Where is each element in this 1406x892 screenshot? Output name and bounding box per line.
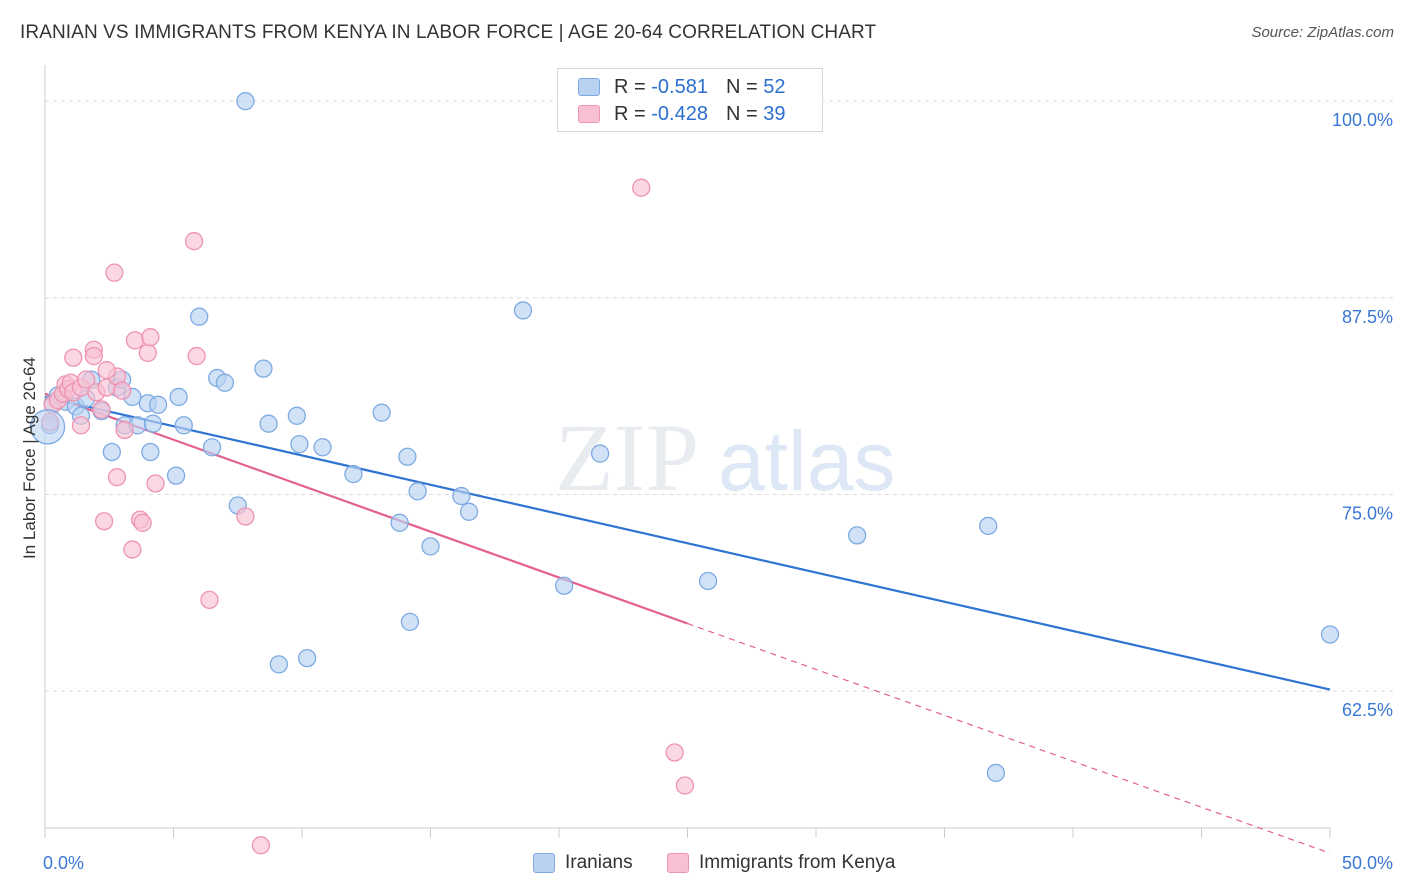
kenya-point: [97, 361, 116, 380]
y-tick-label: 62.5%: [1342, 700, 1393, 720]
kenya-point: [200, 590, 219, 610]
legend-swatch-blue: [578, 78, 600, 96]
iranian-point: [344, 464, 363, 484]
iranian-point: [148, 395, 168, 414]
iranian-point: [513, 301, 533, 320]
watermark-atlas: atlas: [718, 414, 895, 508]
kenya-point: [184, 232, 204, 251]
legend-row-kenya: R = -0.428 N = 39: [578, 101, 785, 127]
kenya-point: [107, 468, 127, 487]
axis-labels: 62.5% 75.0% 87.5% 100.0% 0.0% 50.0% In Labor F…: [20, 110, 1393, 873]
iranian-point: [254, 359, 273, 378]
kenya-point: [84, 346, 103, 366]
kenya-point: [125, 331, 145, 350]
kenya-point: [123, 540, 142, 559]
kenya-point: [251, 836, 271, 855]
kenya-point: [76, 370, 96, 389]
kenya-point: [187, 346, 206, 366]
legend-r-value: -0.581: [651, 75, 708, 98]
iranian-point: [986, 763, 1006, 783]
legend-row-iranians: R = -0.581 N = 52: [578, 74, 785, 100]
iranian-point: [979, 516, 998, 536]
legend-swatch-pink: [578, 105, 600, 123]
legend-kenya[interactable]: Immigrants from Kenya: [667, 852, 895, 874]
x-tick-label: 0.0%: [43, 853, 84, 873]
kenya-point: [138, 343, 157, 363]
iranians-trend-line: [44, 395, 1331, 691]
iranian-point: [698, 571, 718, 591]
iranian-point: [236, 92, 255, 111]
kenya-point: [133, 513, 152, 532]
legend-n-value: 39: [763, 102, 786, 125]
legend-r-label: R =: [614, 102, 646, 125]
iranian-point: [421, 537, 440, 556]
kenya-point: [112, 381, 132, 400]
legend-label-iranians: Iranians: [565, 852, 633, 873]
iranian-point: [408, 482, 427, 501]
grid-lines: [45, 100, 1395, 692]
iranian-point: [390, 513, 409, 532]
watermark-zip: ZIP: [555, 404, 699, 511]
iranian-point: [554, 576, 574, 595]
chart-title: IRANIAN VS IMMIGRANTS FROM KENYA IN LABO…: [20, 22, 877, 43]
kenya-point: [675, 776, 695, 795]
kenya-point: [64, 348, 83, 367]
iranian-point: [169, 387, 188, 407]
kenya-point: [141, 328, 160, 347]
x-tick-label: 50.0%: [1342, 853, 1393, 873]
iranian-point: [590, 444, 610, 463]
iranian-point: [400, 612, 420, 632]
iranian-point: [398, 447, 417, 466]
iranian-point: [1320, 625, 1340, 644]
source-label: Source: ZipAtlas.com: [1251, 24, 1394, 41]
data-points: [29, 92, 1340, 855]
axes: [44, 65, 1331, 838]
y-tick-label: 100.0%: [1332, 110, 1393, 130]
kenya-trend-extension: [687, 622, 1331, 854]
iranian-point: [174, 416, 193, 435]
stats-legend: R = -0.581 N = 52 R = -0.428 N = 39: [557, 68, 823, 132]
iranian-point: [29, 409, 66, 445]
legend-swatch-kenya: [667, 853, 689, 873]
kenya-point: [236, 507, 255, 526]
iranian-point: [102, 442, 121, 462]
kenya-point: [71, 416, 91, 435]
kenya-point: [146, 474, 165, 493]
iranian-point: [143, 414, 163, 433]
iranian-point: [190, 307, 209, 326]
iranian-point: [202, 438, 222, 457]
kenya-point: [665, 743, 684, 762]
legend-iranians[interactable]: Iranians: [533, 852, 633, 874]
iranian-point: [459, 502, 479, 521]
kenya-point: [94, 512, 114, 531]
legend-r-value: -0.428: [651, 102, 708, 125]
legend-label-kenya: Immigrants from Kenya: [699, 852, 896, 873]
iranian-point: [215, 373, 235, 392]
legend-swatch-iranians: [533, 853, 555, 873]
iranian-point: [313, 438, 332, 457]
legend-r-label: R =: [614, 75, 646, 98]
iranian-point: [847, 526, 867, 545]
iranian-point: [141, 442, 160, 462]
iranian-point: [297, 648, 317, 668]
y-axis-title: In Labor Force | Age 20-64: [20, 357, 39, 559]
iranian-point: [290, 434, 309, 454]
legend-n-label: N =: [725, 102, 758, 125]
iranian-point: [287, 406, 307, 425]
iranian-point: [452, 486, 471, 506]
iranian-point: [166, 466, 186, 485]
iranian-point: [372, 403, 391, 422]
iranian-point: [259, 414, 278, 433]
legend-n-label: N =: [725, 75, 758, 98]
y-tick-label: 75.0%: [1342, 503, 1393, 523]
watermark: ZIP atlas: [555, 404, 895, 511]
iranian-point: [269, 655, 289, 674]
kenya-point: [632, 178, 651, 197]
y-tick-label: 87.5%: [1342, 307, 1393, 327]
kenya-point: [92, 400, 111, 419]
kenya-point: [105, 263, 124, 282]
kenya-point: [115, 420, 134, 440]
legend-n-value: 52: [763, 75, 786, 98]
